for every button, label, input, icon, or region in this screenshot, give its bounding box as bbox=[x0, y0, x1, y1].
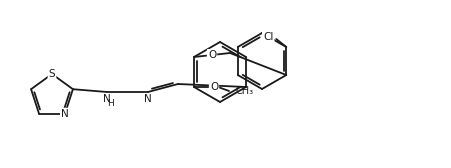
Text: N: N bbox=[61, 109, 69, 119]
Text: O: O bbox=[209, 82, 218, 92]
Text: S: S bbox=[49, 69, 55, 79]
Text: H: H bbox=[107, 99, 114, 109]
Text: CH₃: CH₃ bbox=[235, 86, 253, 96]
Text: O: O bbox=[207, 50, 216, 60]
Text: Cl: Cl bbox=[262, 32, 273, 42]
Text: N: N bbox=[103, 94, 110, 104]
Text: N: N bbox=[144, 94, 152, 104]
